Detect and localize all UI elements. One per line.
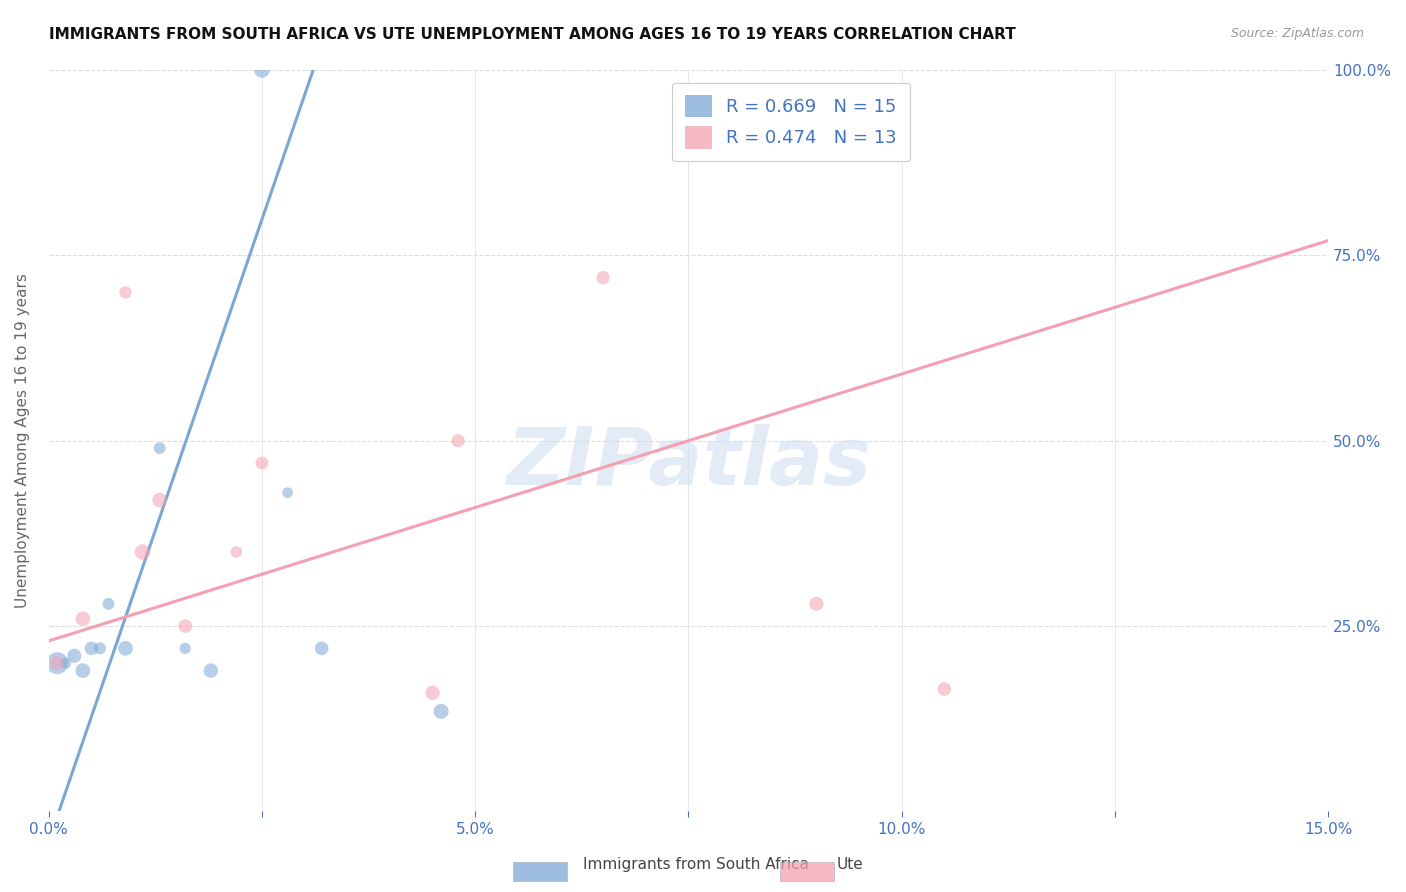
Point (806, 597, 828, 611)
Point (114, 641, 136, 656)
Text: Source: ZipAtlas.com: Source: ZipAtlas.com (1230, 27, 1364, 40)
Point (250, 63, 273, 78)
Text: Ute: Ute (837, 857, 863, 872)
Point (277, 485, 299, 500)
Y-axis label: Unemployment Among Ages 16 to 19 years: Unemployment Among Ages 16 to 19 years (15, 273, 30, 608)
Point (80, 641, 103, 656)
Point (72, 664, 94, 678)
Point (447, 434, 470, 448)
Point (934, 682, 956, 697)
Text: IMMIGRANTS FROM SOUTH AFRICA VS UTE UNEMPLOYMENT AMONG AGES 16 TO 19 YEARS CORRE: IMMIGRANTS FROM SOUTH AFRICA VS UTE UNEM… (49, 27, 1017, 42)
Point (72, 612, 94, 626)
Point (97, 597, 120, 611)
Point (149, 493, 172, 508)
Point (250, 456, 273, 470)
Text: ZIPatlas: ZIPatlas (506, 424, 870, 502)
Point (592, 270, 614, 285)
Point (63, 648, 86, 663)
Point (422, 686, 444, 700)
Point (174, 619, 197, 633)
Point (55, 656, 77, 670)
Point (311, 641, 333, 656)
Legend: R = 0.669   N = 15, R = 0.474   N = 13: R = 0.669 N = 15, R = 0.474 N = 13 (672, 83, 910, 161)
Point (225, 545, 247, 559)
Point (46, 656, 69, 670)
Point (131, 545, 153, 559)
Point (46, 656, 69, 670)
Point (89, 641, 111, 656)
Text: Immigrants from South Africa: Immigrants from South Africa (583, 857, 810, 872)
Point (430, 704, 453, 718)
Point (114, 285, 136, 300)
Point (200, 664, 222, 678)
Point (174, 641, 197, 656)
Point (149, 441, 172, 455)
